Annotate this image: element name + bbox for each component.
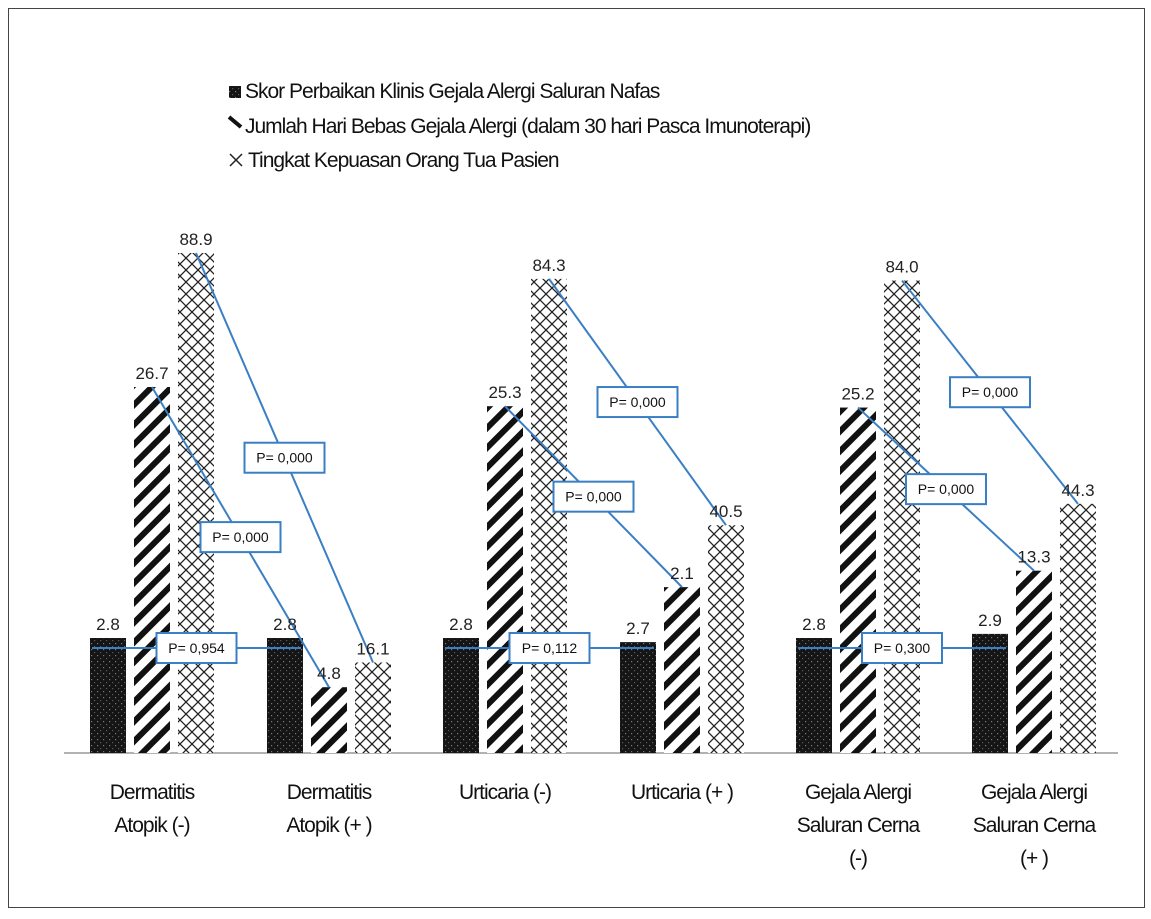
bar-s2-g1 <box>355 662 391 753</box>
category-label-4-line-1: Saluran Cerna <box>797 814 921 837</box>
comparison-connectors: P= 0,954 P= 0,000 P= 0,000 P= 0,112 P= 0,000… <box>92 252 1079 688</box>
legend-label-1: Jumlah Hari Bebas Gejala Alergi (dalam 3… <box>245 115 810 138</box>
bar-s1-g5 <box>1016 570 1052 753</box>
p-value-label-3: P= 0,112 <box>522 640 578 656</box>
bars <box>90 253 1096 753</box>
legend-swatch-crosshatch <box>229 153 243 167</box>
p-value-box-8 <box>949 376 1031 409</box>
bar-s0-g1 <box>267 638 303 753</box>
value-label-s1-g0: 26.7 <box>135 364 168 383</box>
category-label-1-line-0: Dermatitis <box>287 781 372 804</box>
legend: Skor Perbaikan Klinis Gejala Alergi Salu… <box>227 80 811 172</box>
value-label-s2-g1: 16.1 <box>356 639 389 658</box>
bar-s2-g0 <box>178 253 214 753</box>
category-label-0-line-0: Dermatitis <box>110 781 195 804</box>
category-label-1-line-1: Atopik (+ ) <box>286 814 371 837</box>
p-value-label-2: P= 0,000 <box>256 450 313 466</box>
p-value-box-4 <box>552 480 635 513</box>
legend-swatch-diagonal <box>227 115 243 129</box>
value-label-s1-g3: 2.1 <box>670 564 694 583</box>
legend-item-2: Tingkat Kepuasan Orang Tua Pasien <box>229 149 560 172</box>
p-value-box-1 <box>199 521 282 554</box>
p-value-label-5: P= 0,000 <box>609 394 666 410</box>
bar-s2-g3 <box>708 525 744 753</box>
bar-s1-g4 <box>840 407 876 753</box>
legend-label-0: Skor Perbaikan Klinis Gejala Alergi Salu… <box>245 80 660 103</box>
bar-s1-g3 <box>664 587 700 753</box>
legend-item-1: Jumlah Hari Bebas Gejala Alergi (dalam 3… <box>227 115 811 138</box>
p-value-box-7 <box>905 473 987 506</box>
bar-s0-g5 <box>972 633 1008 753</box>
value-label-s1-g1: 4.8 <box>317 664 341 683</box>
category-label-2-line-0: Urticaria (-) <box>459 781 551 804</box>
legend-label-2: Tingkat Kepuasan Orang Tua Pasien <box>248 149 559 172</box>
bar-s2-g4 <box>884 280 920 753</box>
p-value-label-6: P= 0,300 <box>874 640 931 656</box>
p-value-box-3 <box>508 632 591 664</box>
legend-swatch-dots <box>229 86 241 98</box>
value-label-s2-g3: 40.5 <box>709 502 742 521</box>
p-value-box-6 <box>861 632 943 664</box>
value-label-s0-g0: 2.8 <box>96 615 120 634</box>
bar-s0-g0 <box>90 638 126 753</box>
p-value-box-0 <box>155 632 238 664</box>
bar-s1-g2 <box>487 406 523 753</box>
value-label-s1-g4: 25.2 <box>841 385 874 404</box>
category-label-5-line-2: (+ ) <box>1020 847 1048 870</box>
value-label-s2-g5: 44.3 <box>1061 481 1094 500</box>
value-label-s1-g2: 25.3 <box>488 383 521 402</box>
p-value-label-8: P= 0,000 <box>962 384 1019 400</box>
p-value-box-2 <box>243 441 326 474</box>
bar-s0-g2 <box>443 638 479 753</box>
bar-s0-g4 <box>796 638 832 753</box>
p-value-label-1: P= 0,000 <box>212 529 269 545</box>
value-label-s0-g2: 2.8 <box>449 615 473 634</box>
value-label-s2-g2: 84.3 <box>532 256 565 275</box>
category-labels: Dermatitis Atopik (-) Dermatitis Atopik (+ … <box>110 781 1098 870</box>
bar-s0-g3 <box>620 642 656 753</box>
p-value-box-5 <box>596 386 679 419</box>
category-label-3-line-0: Urticaria (+ ) <box>631 781 733 804</box>
value-labels: 2.8 2.8 2.8 2.7 2.8 2.9 26.7 4.8 25.3 2.1 25.2 13.3… <box>96 230 1094 683</box>
category-label-5-line-0: Gejala Alergi <box>981 781 1087 804</box>
p-value-label-7: P= 0,000 <box>918 481 975 497</box>
value-label-s0-g1: 2.8 <box>273 615 297 634</box>
bar-s2-g5 <box>1060 503 1096 753</box>
bar-s1-g1 <box>311 687 347 753</box>
category-label-0-line-1: Atopik (-) <box>114 814 189 837</box>
category-label-4-line-2: (-) <box>849 847 867 870</box>
p-value-label-4: P= 0,000 <box>565 489 622 505</box>
p-value-label-0: P= 0,954 <box>168 640 225 656</box>
bar-s2-g2 <box>531 278 567 753</box>
value-label-s2-g4: 84.0 <box>885 258 918 277</box>
chart-frame <box>8 8 1145 908</box>
category-label-5-line-1: Saluran Cerna <box>973 814 1097 837</box>
bar-s1-g0 <box>134 387 170 753</box>
legend-item-0: Skor Perbaikan Klinis Gejala Alergi Salu… <box>229 80 661 103</box>
value-label-s0-g3: 2.7 <box>626 619 650 638</box>
category-label-4-line-0: Gejala Alergi <box>805 781 911 804</box>
value-label-s2-g0: 88.9 <box>179 230 212 249</box>
value-label-s1-g5: 13.3 <box>1017 548 1050 567</box>
value-label-s0-g5: 2.9 <box>978 611 1002 630</box>
value-label-s0-g4: 2.8 <box>802 615 826 634</box>
